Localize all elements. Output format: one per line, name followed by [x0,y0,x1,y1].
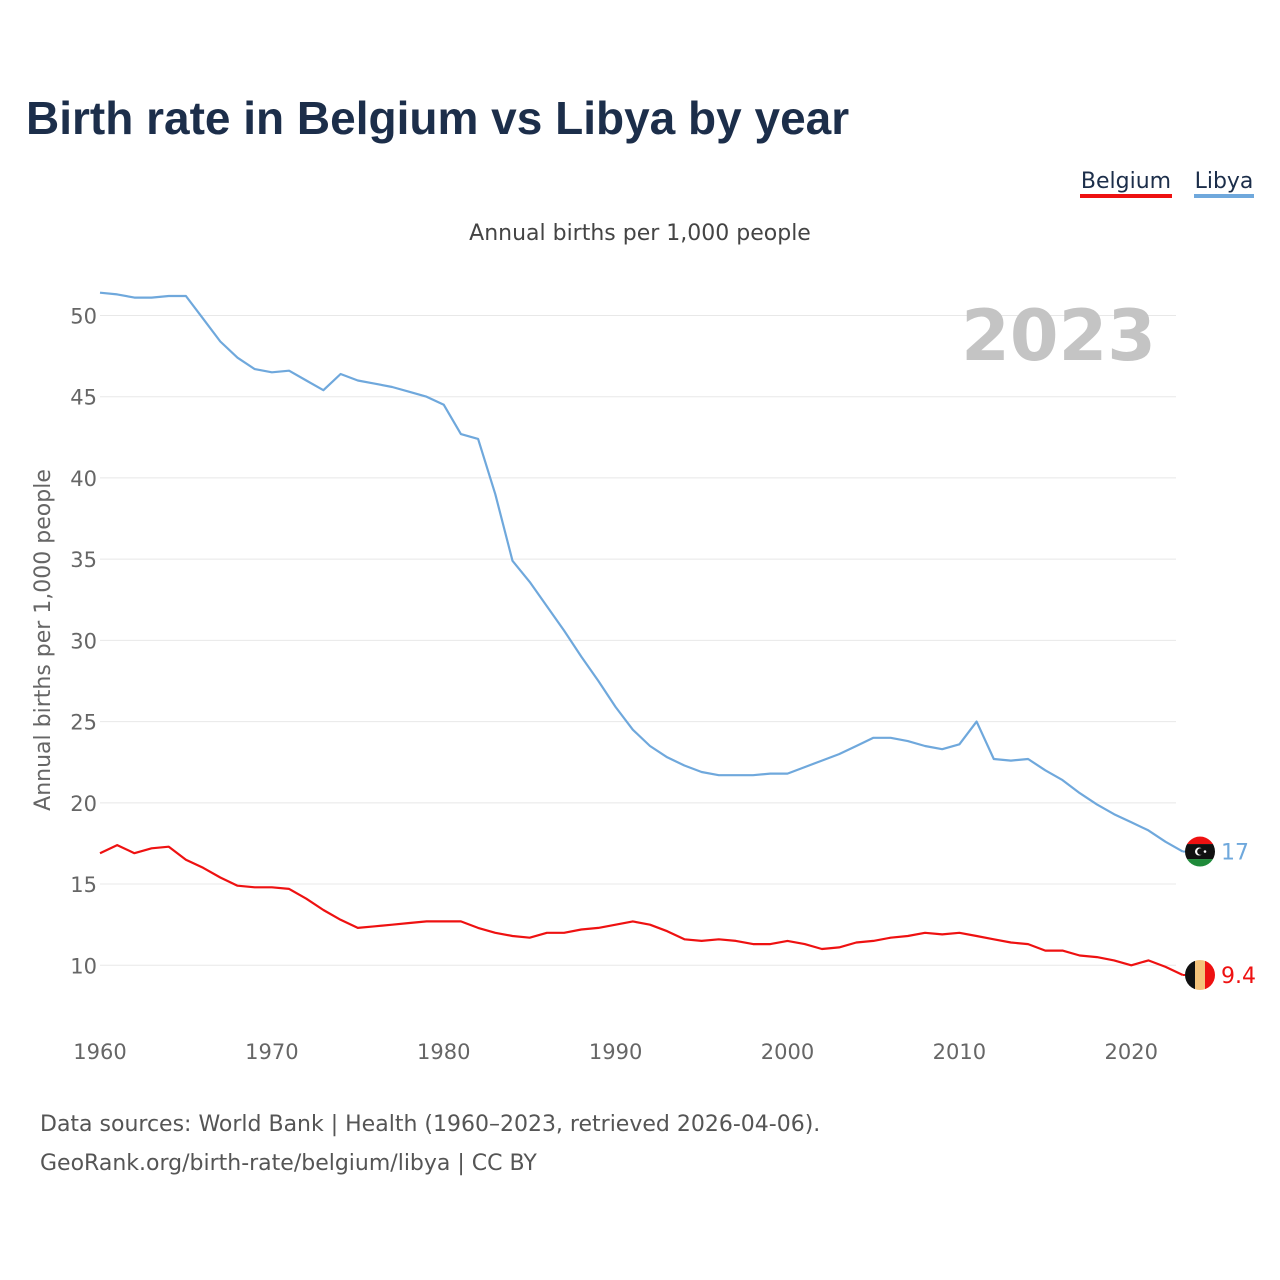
x-axis-ticks: 1960 1970 1980 1990 2000 2010 2020 [73,1040,1158,1064]
source-line-2: GeoRank.org/birth-rate/belgium/libya | C… [40,1151,537,1176]
x-tick-label: 1980 [417,1040,470,1064]
legend: Belgium Libya [1080,169,1254,198]
x-tick-label: 2010 [933,1040,986,1064]
x-tick-label: 1970 [245,1040,298,1064]
libya-flag-icon [1185,836,1215,867]
legend-swatch-libya [1194,194,1254,198]
legend-label-libya: Libya [1195,169,1254,194]
source-line-1: Data sources: World Bank | Health (1960–… [40,1112,820,1137]
x-tick-label: 1960 [73,1040,126,1064]
end-value-libya: 17 [1221,841,1249,866]
belgium-flag-icon [1185,960,1215,991]
y-tick-label: 30 [70,629,97,653]
y-tick-label: 20 [70,792,97,816]
y-axis-label: Annual births per 1,000 people [31,469,56,811]
legend-swatch-belgium [1080,194,1172,198]
y-tick-label: 10 [70,954,97,978]
chart-subtitle: Annual births per 1,000 people [469,221,811,246]
end-value-belgium: 9.4 [1221,964,1256,989]
end-markers: 9.4 17 [1182,836,1256,991]
legend-item-belgium[interactable]: Belgium [1080,169,1172,198]
y-tick-label: 15 [70,873,97,897]
y-tick-label: 35 [70,548,97,572]
y-tick-label: 45 [70,386,97,410]
chart-title: Birth rate in Belgium vs Libya by year [26,92,849,144]
legend-label-belgium: Belgium [1081,169,1171,194]
series [99,291,1184,976]
series-line-libya [99,291,1184,853]
y-tick-label: 50 [70,304,97,328]
y-tick-label: 25 [70,711,97,735]
series-line-belgium [99,843,1184,976]
year-badge: 2023 [961,295,1156,377]
legend-item-libya[interactable]: Libya [1194,169,1254,198]
y-tick-label: 40 [70,467,97,491]
gridlines [100,314,1176,966]
x-tick-label: 1990 [589,1040,642,1064]
x-tick-label: 2020 [1105,1040,1158,1064]
y-axis-ticks: 10 15 20 25 30 35 40 45 50 [70,304,97,978]
x-tick-label: 2000 [761,1040,814,1064]
